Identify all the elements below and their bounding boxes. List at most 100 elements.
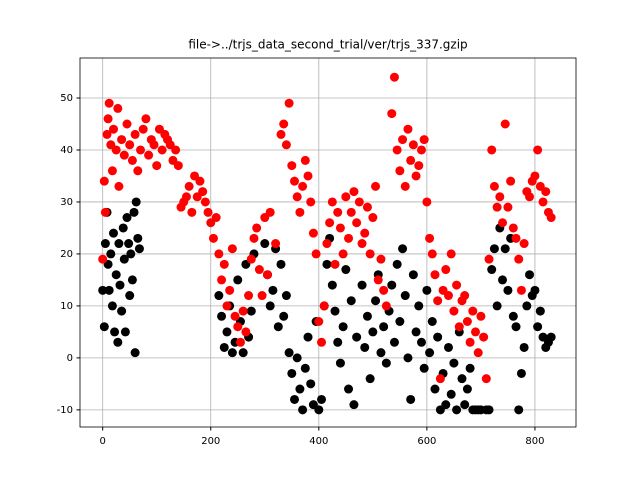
point: [108, 228, 118, 238]
point: [465, 337, 475, 347]
point: [406, 155, 416, 165]
point: [341, 265, 351, 275]
point: [381, 301, 391, 311]
point: [311, 249, 321, 259]
point: [104, 285, 114, 295]
point: [341, 192, 351, 202]
point: [227, 348, 237, 358]
point: [117, 135, 127, 145]
point: [322, 239, 332, 249]
point: [508, 223, 518, 233]
point: [546, 213, 556, 223]
point: [449, 358, 459, 368]
x-tick-label: 0: [100, 436, 106, 447]
point: [284, 98, 294, 108]
point: [422, 285, 432, 295]
point: [118, 223, 128, 233]
point: [127, 275, 137, 285]
point: [333, 337, 343, 347]
point: [419, 363, 429, 373]
point: [530, 171, 540, 181]
point: [322, 259, 332, 269]
point: [495, 192, 505, 202]
point: [368, 213, 378, 223]
point: [465, 363, 475, 373]
point: [198, 187, 208, 197]
point: [133, 166, 143, 176]
point: [430, 270, 440, 280]
point: [319, 301, 329, 311]
point: [115, 280, 125, 290]
point: [381, 358, 391, 368]
point: [131, 197, 141, 207]
point: [265, 301, 275, 311]
point: [503, 285, 513, 295]
point: [449, 306, 459, 316]
point: [211, 213, 221, 223]
point: [349, 187, 359, 197]
point: [446, 389, 456, 399]
point: [368, 327, 378, 337]
point: [511, 322, 521, 332]
point: [433, 332, 443, 342]
point: [481, 374, 491, 384]
point: [98, 285, 108, 295]
point: [427, 249, 437, 259]
point: [138, 124, 148, 134]
x-tick-label: 400: [309, 436, 328, 447]
point: [487, 145, 497, 155]
x-tick-label: 200: [201, 436, 220, 447]
point: [233, 322, 243, 332]
point: [314, 316, 324, 326]
y-tick-label: -10: [57, 405, 73, 416]
point: [262, 270, 272, 280]
point: [290, 394, 300, 404]
point: [136, 145, 146, 155]
point: [352, 332, 362, 342]
point: [108, 124, 118, 134]
point: [530, 285, 540, 295]
point: [403, 124, 413, 134]
point: [217, 275, 227, 285]
point: [119, 254, 129, 264]
point: [500, 244, 510, 254]
point: [335, 358, 345, 368]
point: [184, 181, 194, 191]
point: [114, 181, 124, 191]
point: [408, 140, 418, 150]
point: [117, 306, 127, 316]
point: [476, 311, 486, 321]
point: [113, 103, 123, 113]
point: [500, 119, 510, 129]
point: [541, 187, 551, 197]
point: [346, 207, 356, 217]
point: [416, 145, 426, 155]
point: [333, 207, 343, 217]
point: [303, 171, 313, 181]
point: [411, 171, 421, 181]
point: [125, 140, 135, 150]
point: [149, 140, 159, 150]
point: [129, 207, 139, 217]
point: [403, 353, 413, 363]
point: [134, 244, 144, 254]
point: [290, 176, 300, 186]
point: [295, 384, 305, 394]
point: [254, 265, 264, 275]
point: [506, 176, 516, 186]
y-tick-label: 40: [60, 145, 73, 156]
point: [119, 150, 129, 160]
point: [110, 327, 120, 337]
point: [416, 337, 426, 347]
point: [349, 400, 359, 410]
point: [338, 322, 348, 332]
point: [338, 249, 348, 259]
y-tick-label: 0: [67, 353, 73, 364]
point: [452, 280, 462, 290]
point: [233, 275, 243, 285]
point: [238, 348, 248, 358]
point: [104, 98, 114, 108]
point: [173, 161, 183, 171]
point: [195, 176, 205, 186]
